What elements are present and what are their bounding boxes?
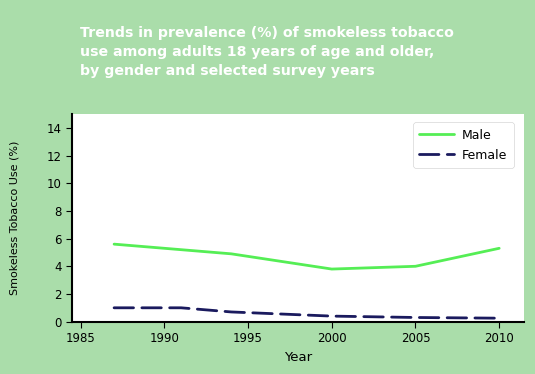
Male <box>328 267 335 271</box>
Female <box>412 315 419 320</box>
Text: Smokeless Tobacco Use (%): Smokeless Tobacco Use (%) <box>10 141 20 295</box>
Female <box>178 306 184 310</box>
Male <box>178 248 184 252</box>
Female <box>111 306 117 310</box>
Text: Year: Year <box>284 351 312 364</box>
Line: Male: Male <box>114 244 499 269</box>
Line: Female: Female <box>114 308 499 318</box>
Female <box>496 316 502 321</box>
Male <box>111 242 117 246</box>
Female <box>228 310 234 314</box>
Legend: Male, Female: Male, Female <box>413 122 514 168</box>
Male <box>228 252 234 256</box>
Male <box>496 246 502 251</box>
Female <box>328 314 335 318</box>
Male <box>412 264 419 269</box>
Text: Trends in prevalence (%) of smokeless tobacco
use among adults 18 years of age a: Trends in prevalence (%) of smokeless to… <box>80 26 454 78</box>
